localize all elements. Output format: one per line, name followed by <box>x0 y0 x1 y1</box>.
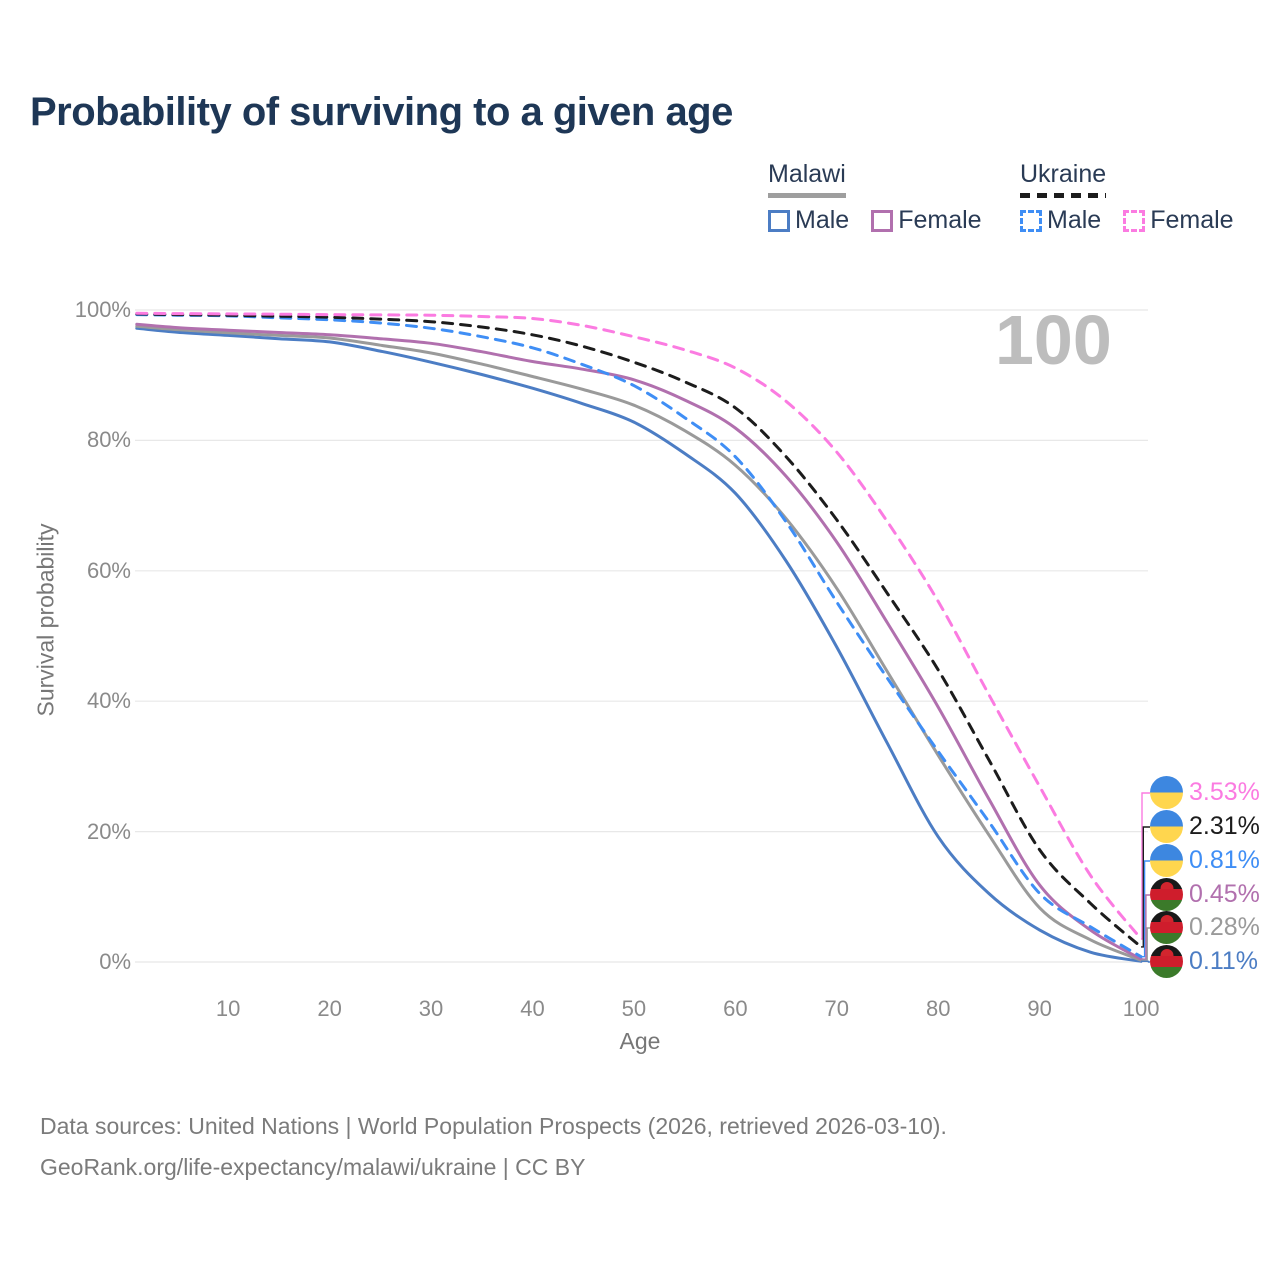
legend-item-label: Male <box>1047 206 1102 234</box>
page-title: Probability of surviving to a given age <box>30 90 733 134</box>
malawi-male-swatch-icon <box>768 209 790 232</box>
end-label-value: 2.31% <box>1189 812 1260 840</box>
legend-group-ukraine: Ukraine Male Female <box>1020 160 1256 235</box>
ukraine-flag-icon <box>1150 776 1183 809</box>
data-sources-line: Data sources: United Nations | World Pop… <box>40 1113 947 1139</box>
end-label-row-ukraine-male: 0.81% <box>1150 844 1260 877</box>
ukraine-female-swatch-icon <box>1123 209 1146 232</box>
series-line-ukraine-male[interactable] <box>135 313 1143 959</box>
end-label-value: 0.28% <box>1189 913 1260 941</box>
end-label-value: 3.53% <box>1189 778 1260 806</box>
end-label-connector <box>1141 792 1150 940</box>
legend-item-label: Male <box>795 206 850 234</box>
series-line-ukraine-female[interactable] <box>135 311 1143 941</box>
x-tick-20: 20 <box>317 996 342 1021</box>
series-line-malawi-both-sexes[interactable] <box>135 324 1143 962</box>
x-tick-80: 80 <box>925 996 951 1021</box>
end-label-row-malawi-both-sexes: 0.28% <box>1150 911 1260 944</box>
legend-group-malawi: Malawi Male Female <box>768 160 1004 235</box>
x-tick-70: 70 <box>824 996 849 1021</box>
y-tick-0%: 0% <box>99 949 131 974</box>
end-label-row-malawi-male: 0.11% <box>1150 945 1258 978</box>
ukraine-flag-icon <box>1150 810 1183 843</box>
legend-country-label: Malawi <box>768 160 846 188</box>
rising-sun-icon <box>1160 882 1173 889</box>
end-label-connector <box>1141 860 1150 958</box>
source-attribution: Data sources: United Nations | World Pop… <box>40 1106 947 1188</box>
x-tick-90: 90 <box>1027 996 1052 1021</box>
end-label-value: 0.81% <box>1189 846 1260 874</box>
legend-item-ukraine-female[interactable]: Female <box>1123 206 1234 235</box>
malawi-flag-icon <box>1150 911 1183 944</box>
x-tick-100: 100 <box>1122 996 1160 1021</box>
malawi-female-swatch-icon <box>871 209 894 232</box>
legend-country-ukraine: Ukraine <box>1020 160 1107 198</box>
end-label-row-ukraine-female: 3.53% <box>1150 776 1260 809</box>
x-axis-title: Age <box>619 1028 661 1054</box>
series-line-ukraine-both-sexes[interactable] <box>135 312 1143 949</box>
y-tick-20%: 20% <box>86 818 131 844</box>
y-tick-100%: 100% <box>74 297 131 322</box>
series-line-malawi-female[interactable] <box>135 322 1143 961</box>
x-tick-30: 30 <box>418 996 444 1021</box>
end-label-connector <box>1141 894 1150 960</box>
ukraine-flag-icon <box>1150 844 1183 877</box>
legend-item-malawi-female[interactable]: Female <box>871 206 982 235</box>
end-label-connector <box>1141 927 1150 961</box>
legend-country-label: Ukraine <box>1020 160 1107 188</box>
ukraine-underline-swatch <box>1020 193 1107 198</box>
end-label-connector <box>1141 960 1150 963</box>
series-line-malawi-male[interactable] <box>135 326 1143 963</box>
legend-item-label: Female <box>1150 206 1234 234</box>
x-tick-60: 60 <box>723 996 748 1021</box>
x-tick-50: 50 <box>621 996 647 1021</box>
legend-country-malawi: Malawi <box>768 160 846 198</box>
malawi-flag-icon <box>1150 945 1183 978</box>
y-tick-60%: 60% <box>86 557 131 583</box>
legend-item-ukraine-male[interactable]: Male <box>1020 206 1101 235</box>
y-tick-40%: 40% <box>86 688 131 714</box>
end-label-row-malawi-female: 0.45% <box>1150 878 1260 911</box>
end-label-value: 0.11% <box>1189 947 1259 975</box>
legend-item-malawi-male[interactable]: Male <box>768 206 849 235</box>
rising-sun-icon <box>1160 915 1173 922</box>
source-url-line: GeoRank.org/life-expectancy/malawi/ukrai… <box>40 1154 586 1180</box>
end-label-value: 0.45% <box>1189 880 1260 908</box>
rising-sun-icon <box>1160 949 1173 956</box>
malawi-flag-icon <box>1150 878 1183 911</box>
end-label-connector <box>1141 826 1150 948</box>
malawi-underline-swatch <box>768 193 846 198</box>
y-tick-80%: 80% <box>86 427 131 453</box>
ukraine-male-swatch-icon <box>1020 209 1042 232</box>
legend-item-label: Female <box>898 206 982 234</box>
y-axis-title: Survival probability <box>32 523 59 717</box>
hover-age-watermark: 100 <box>995 301 1112 379</box>
end-label-row-ukraine-both-sexes: 2.31% <box>1150 810 1260 843</box>
x-tick-40: 40 <box>520 996 545 1021</box>
x-tick-10: 10 <box>215 996 241 1021</box>
